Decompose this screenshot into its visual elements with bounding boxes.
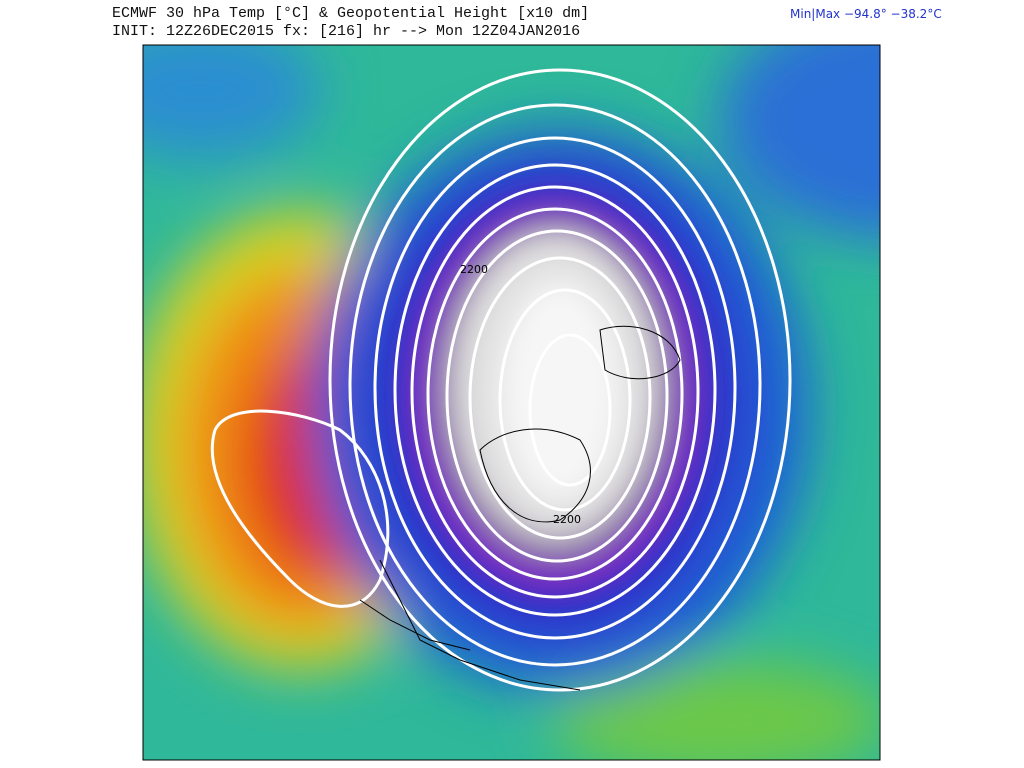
map-frame (142, 44, 881, 761)
height-contours (210, 68, 792, 692)
coastlines (359, 325, 681, 691)
title-line-2: INIT: 12Z26DEC2015 fx: [216] hr --> Mon … (112, 23, 581, 40)
min-max: Min|Max −94.8° −38.2°C (790, 7, 942, 21)
contour-label: 2200 (460, 263, 488, 276)
title-line-1: ECMWF 30 hPa Temp [°C] & Geopotential He… (112, 5, 590, 22)
temperature-field (143, 45, 880, 760)
contour-label: 2200 (553, 513, 581, 526)
